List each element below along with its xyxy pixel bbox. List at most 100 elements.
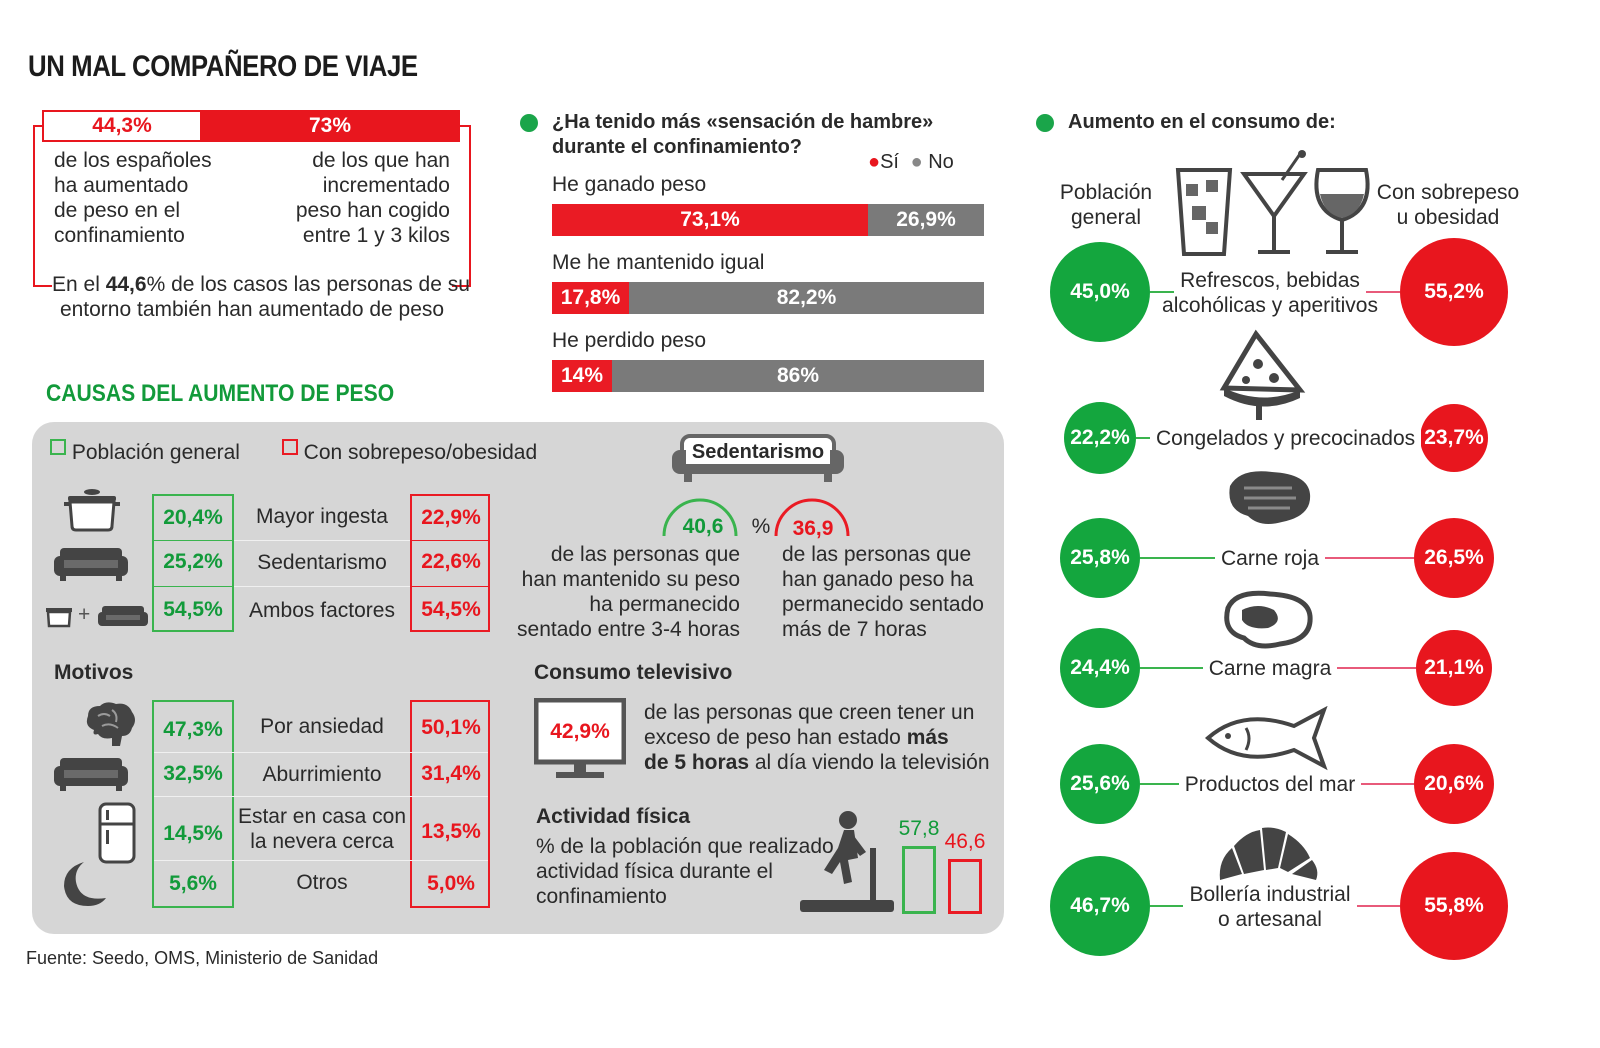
- motivos-general-box: [152, 700, 234, 908]
- hambre-bar-no: 26,9%: [868, 204, 984, 236]
- causa-obesidad-value: 22,9%: [421, 506, 481, 529]
- bullet-icon: [520, 114, 538, 132]
- entorno-post: % de los casos las personas de su: [146, 273, 470, 296]
- hambre-bar-si: 14%: [552, 360, 612, 392]
- sed-right-text: de las personas que han ganado peso ha p…: [782, 542, 984, 642]
- actividad-line: actividad física durante el: [536, 860, 773, 883]
- sofa-icon: [54, 548, 128, 581]
- consumo-general-circle: 25,6%: [1060, 744, 1140, 824]
- row-divider: [154, 860, 488, 861]
- sed-left-line: de las personas que: [550, 543, 740, 566]
- actividad-bar-label: 46,6: [944, 830, 986, 853]
- fish-icon: [1204, 706, 1328, 771]
- sofa-icon: [54, 758, 128, 791]
- row-divider: [154, 540, 232, 541]
- drinks-icon: [1175, 150, 1370, 256]
- sofa-small-icon: [98, 606, 148, 626]
- sed-left-text: de las personas que han mantenido su pes…: [517, 542, 740, 642]
- label-obesidad-line: Con sobrepeso: [1376, 181, 1520, 204]
- consumo-label-line: Carne magra: [1202, 656, 1338, 681]
- sed-left-line: ha permanecido: [589, 593, 740, 616]
- steak-icon: [1229, 471, 1311, 524]
- consumo-item-label: Bollería industrial o artesanal: [1150, 882, 1390, 932]
- pct-left-label: 44,3%: [92, 114, 152, 137]
- tv-text: de las personas que creen tener un exces…: [644, 700, 990, 775]
- consumo-item-label: Carne magra: [1150, 656, 1390, 681]
- motivos-heading: Motivos: [54, 661, 134, 684]
- connector-line-general: [1140, 557, 1280, 559]
- motivo-general-value: 14,5%: [163, 822, 223, 845]
- consumo-obesidad-circle: 26,5%: [1414, 518, 1494, 598]
- hambre-bar-no: 86%: [612, 360, 984, 392]
- consumo-label-line: Congelados y precocinados: [1150, 426, 1422, 451]
- moon-icon: [64, 862, 106, 906]
- causa-general-value: 54,5%: [163, 598, 223, 621]
- tv-line2-pre: exceso de peso han estado: [644, 726, 907, 749]
- motivo-obesidad-value: 13,5%: [421, 820, 481, 843]
- hambre-category-label: Me he mantenido igual: [552, 251, 765, 274]
- sed-right-line: de las personas que: [782, 543, 972, 566]
- consumo-label-line: o artesanal: [1212, 907, 1328, 932]
- consumo-label-line: Productos del mar: [1178, 772, 1362, 797]
- consumo-general-circle: 24,4%: [1060, 628, 1140, 708]
- tv-line2-bold: más: [906, 726, 949, 749]
- pot-small-icon: [46, 608, 72, 628]
- motivo-label: Por ansiedad: [260, 715, 384, 738]
- row-divider: [234, 586, 410, 587]
- pizza-icon: [1219, 329, 1306, 420]
- causas-obesidad-box: [410, 494, 490, 632]
- sofa-outline-icon: [672, 434, 844, 482]
- label-obesidad-line: u obesidad: [1396, 206, 1500, 229]
- entorno-bold: 44,6: [105, 273, 147, 296]
- causa-label: Mayor ingesta: [256, 505, 388, 528]
- causa-general-value: 25,2%: [163, 550, 223, 573]
- plus-sign: +: [78, 603, 91, 626]
- sed-val-red: 36,9: [792, 517, 834, 540]
- causa-general-value: 20,4%: [163, 506, 223, 529]
- pct-left-bar: 44,3%: [42, 110, 202, 142]
- consumo-item-label: Congelados y precocinados: [1150, 426, 1422, 451]
- actividad-heading: Actividad física: [536, 805, 691, 828]
- question-line: ¿Ha tenido más «sensación de hambre»: [552, 111, 934, 133]
- entorno-pre: En el: [52, 273, 106, 296]
- tv-value: 42,9%: [550, 720, 610, 743]
- hambre-category-label: He ganado peso: [552, 173, 707, 196]
- legend-green-square: [50, 439, 66, 456]
- motivo-general-value: 47,3%: [163, 718, 223, 741]
- consumo-item-label: Refrescos, bebidas alcohólicas y aperitiv…: [1150, 268, 1390, 318]
- connector-line-obesidad: [1270, 557, 1414, 559]
- consumo-label-line: Carne roja: [1214, 546, 1326, 571]
- legend-red-square: [281, 439, 298, 456]
- consumo-obesidad-circle: 23,7%: [1420, 404, 1488, 472]
- consumo-obesidad-circle: 55,8%: [1400, 852, 1508, 960]
- entorno-line2: entorno también han aumentado de peso: [59, 298, 445, 321]
- consumo-heading: Aumento en el consumo de:: [1068, 111, 1336, 133]
- croissant-icon: [1219, 827, 1318, 880]
- consumo-obesidad-circle: 55,2%: [1400, 238, 1508, 346]
- sed-right-line: más de 7 horas: [782, 618, 927, 641]
- pct-right-bar: 73%: [200, 110, 460, 142]
- motivo-label: Estar en casa con la nevera cerca: [234, 804, 410, 854]
- actividad-text: % de la población que realizado activida…: [536, 834, 834, 909]
- motivo-label-line: la nevera cerca: [250, 830, 394, 853]
- motivo-general-value: 5,6%: [169, 872, 217, 895]
- top-stat-box: 44,3% 73% de los españoles ha aumentado …: [32, 110, 472, 322]
- motivos-obesidad-box: [410, 700, 490, 908]
- hambre-bar-no: 82,2%: [629, 282, 984, 314]
- row-divider: [234, 540, 410, 541]
- row-divider: [412, 540, 488, 541]
- row-divider: [412, 586, 488, 587]
- consumo-obesidad-circle: 21,1%: [1416, 630, 1492, 706]
- tv-icon: [534, 698, 626, 778]
- motivo-obesidad-value: 31,4%: [421, 762, 481, 785]
- motivo-general-value: 32,5%: [163, 762, 223, 785]
- motivo-label: Otros: [296, 871, 348, 894]
- actividad-bar-obesidad: [948, 859, 982, 914]
- sed-right-line: han ganado peso ha: [782, 568, 974, 591]
- consumo-item-label: Productos del mar: [1150, 772, 1390, 797]
- connector-line-obesidad: [1270, 667, 1416, 669]
- sedentarismo-arcs: [662, 498, 850, 537]
- brain-icon: [86, 702, 135, 746]
- sed-right-line: permanecido sentado: [782, 593, 984, 616]
- label-general-line: Población: [1059, 181, 1153, 204]
